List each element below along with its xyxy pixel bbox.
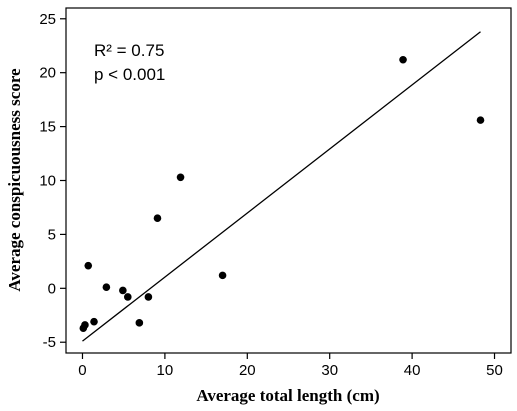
x-tick-label: 50 — [486, 362, 503, 379]
x-tick-label: 40 — [404, 362, 421, 379]
x-axis-title: Average total length (cm) — [196, 386, 379, 405]
data-points — [79, 55, 485, 333]
y-tick-label: 5 — [48, 226, 56, 243]
data-point — [399, 55, 407, 64]
x-axis: 0 10 20 30 40 50 — [78, 353, 503, 379]
data-point — [84, 261, 93, 270]
data-point — [135, 319, 144, 327]
x-tick-label: 30 — [321, 362, 338, 379]
y-tick-label: -5 — [43, 334, 56, 351]
regression-line-group — [82, 31, 481, 342]
x-tick-label: 10 — [157, 362, 174, 379]
data-point — [81, 321, 89, 329]
y-axis-title: Average conspicuousness score — [5, 68, 24, 292]
x-tick-label: 20 — [239, 362, 256, 379]
y-tick-label: 15 — [39, 119, 56, 136]
data-point — [476, 116, 485, 124]
y-tick-label: 0 — [48, 280, 56, 297]
data-point — [90, 317, 98, 326]
data-point — [124, 293, 132, 301]
y-axis: -5 0 5 10 15 20 25 — [39, 11, 66, 351]
data-point — [176, 173, 185, 182]
data-point — [153, 214, 162, 223]
data-point — [119, 286, 127, 295]
data-point — [144, 293, 153, 301]
y-tick-label: 10 — [39, 173, 56, 190]
y-tick-label: 20 — [39, 65, 56, 82]
x-tick-label: 0 — [78, 362, 86, 379]
regression-line — [82, 31, 481, 342]
r-squared-annotation: R² = 0.75 — [94, 41, 164, 60]
y-tick-label: 25 — [39, 11, 56, 28]
p-value-annotation: p < 0.001 — [94, 65, 165, 84]
data-point — [218, 271, 227, 280]
data-point — [102, 283, 111, 292]
